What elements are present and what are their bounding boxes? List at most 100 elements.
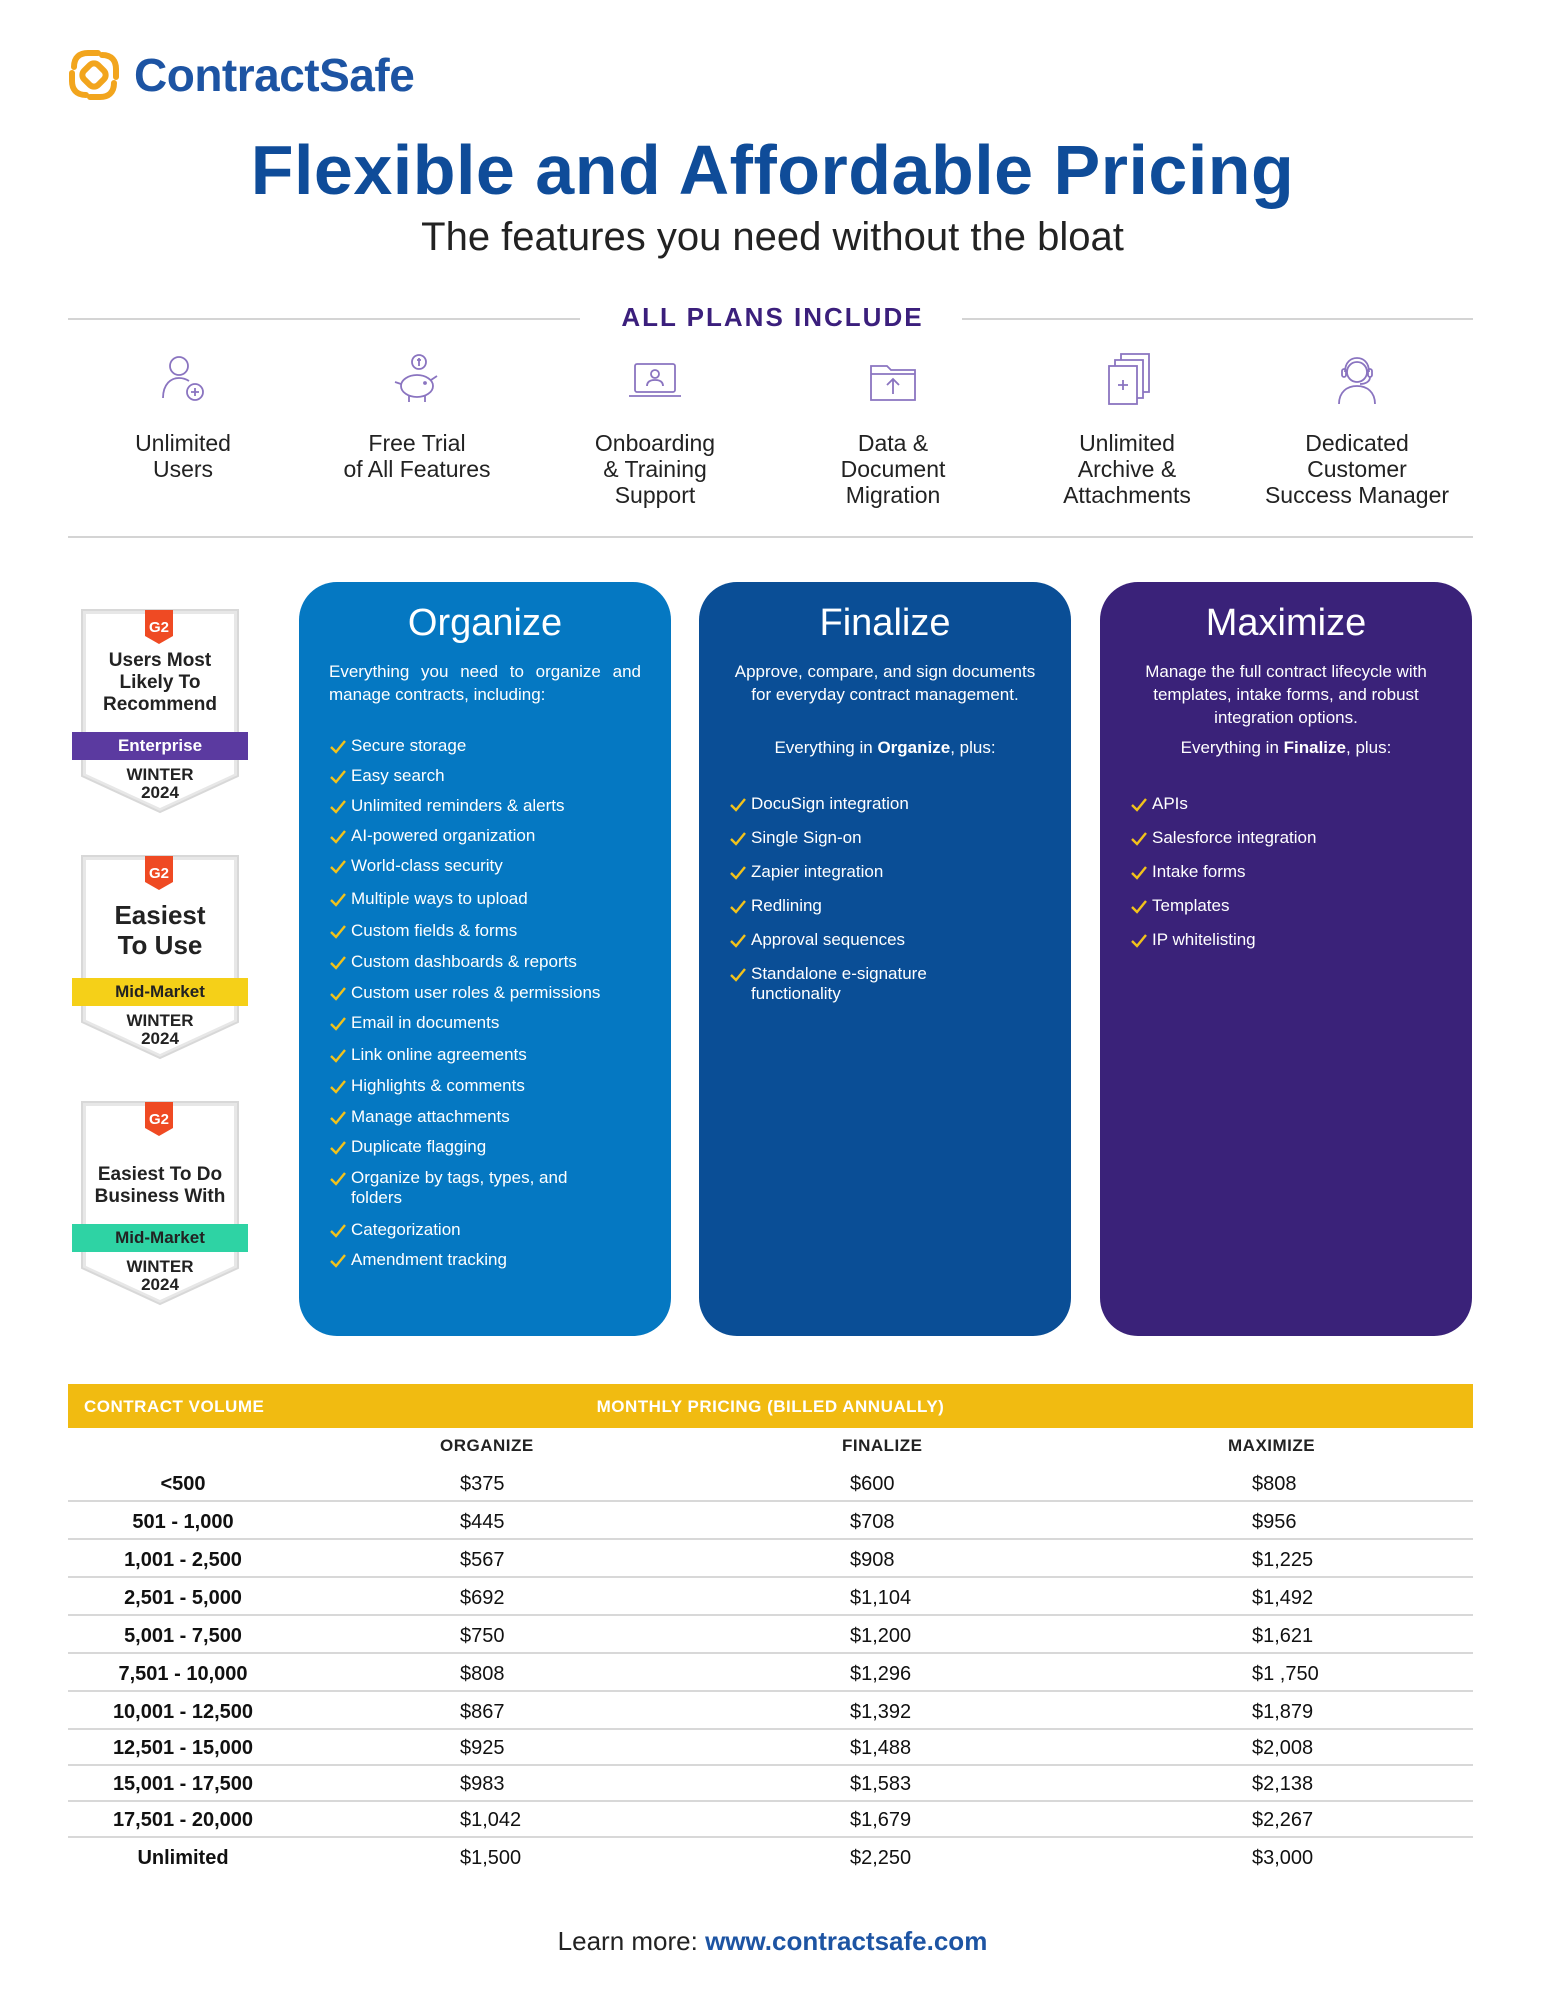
plan-feature-item: Custom dashboards & reports: [329, 952, 651, 983]
feature-label: Onboarding & Training Support: [594, 430, 716, 508]
checkmark-icon: [730, 968, 746, 982]
contractsafe-logo-icon: [69, 50, 119, 100]
brand-logo[interactable]: ContractSafe: [66, 46, 415, 104]
checkmark-icon: [730, 866, 746, 880]
checkmark-icon: [330, 1049, 346, 1063]
badge-headline: Easiest To Do Business With: [94, 1164, 226, 1207]
plan-name: Maximize: [1205, 602, 1367, 644]
plan-card-organize: Organize Everything you need to organize…: [299, 582, 671, 1336]
badge-segment: Mid-Market: [72, 1224, 248, 1252]
plan-feature-item: Intake forms: [1130, 862, 1452, 896]
pricing-row: Unlimited $1,500 $2,250 $3,000: [137, 1847, 1314, 1869]
plan-description: Everything you need to organize and mana…: [329, 662, 641, 704]
feature-onboarding: Onboarding & Training Support: [550, 350, 760, 508]
checkmark-icon: [330, 800, 346, 814]
row-divider: [68, 1836, 1473, 1838]
badge-season: WINTER 2024: [126, 765, 194, 802]
plan-feature-item: Salesforce integration: [1130, 828, 1452, 862]
divider-left: [68, 318, 580, 320]
plan-feature-item: Templates: [1130, 896, 1452, 930]
pricing-row: 5,001 - 7,500 $750 $1,200 $1,621: [68, 1616, 1473, 1654]
plan-card-maximize: Maximize Manage the full contract lifecy…: [1100, 582, 1472, 1336]
g2-badge-easiest-to-use: G2 Easiest To Use Mid-Market WINTER 2024: [70, 854, 250, 1064]
checkmark-icon: [1131, 866, 1147, 880]
checkmark-icon: [1131, 934, 1147, 948]
checkmark-icon: [330, 1141, 346, 1155]
user-add-icon: [162, 356, 204, 401]
plan-feature-list: DocuSign integration Single Sign-on Zapi…: [729, 794, 1051, 1008]
brand-name: ContractSafe: [134, 49, 415, 101]
column-header-maximize: MAXIMIZE: [1228, 1436, 1316, 1455]
plan-feature-item: Approval sequences: [729, 930, 1051, 964]
pricing-row: 501 - 1,000 $445 $708 $956: [68, 1502, 1473, 1540]
folder-upload-icon: [870, 365, 916, 401]
feature-label: Unlimited Users: [135, 430, 231, 482]
svg-text:G2: G2: [149, 865, 169, 882]
badge-headline: Easiest To Use: [114, 900, 206, 960]
svg-text:G2: G2: [149, 619, 169, 636]
plan-includes-previous: Everything in Finalize, plus:: [1180, 738, 1392, 757]
row-divider: [68, 1500, 1473, 1502]
row-divider: [68, 1690, 1473, 1692]
checkmark-icon: [330, 925, 346, 939]
plan-feature-item: IP whitelisting: [1130, 930, 1452, 964]
plan-feature-list: APIs Salesforce integration Intake forms…: [1130, 794, 1452, 964]
plan-description: Manage the full contract lifecycle with …: [1145, 662, 1427, 727]
pricing-row: 2,501 - 5,000 $692 $1,104 $1,492: [68, 1578, 1473, 1616]
plan-card-finalize: Finalize Approve, compare, and sign docu…: [699, 582, 1071, 1336]
plan-feature-item: Multiple ways to upload: [329, 889, 651, 921]
checkmark-icon: [1131, 832, 1147, 846]
plan-feature-item: Unlimited reminders & alerts: [329, 796, 651, 826]
plan-name: Finalize: [819, 602, 951, 644]
checkmark-icon: [330, 1111, 346, 1125]
row-divider: [68, 1538, 1473, 1540]
pricing-row: 1,001 - 2,500 $567 $908 $1,225: [68, 1540, 1473, 1578]
plan-feature-item: Email in documents: [329, 1013, 651, 1045]
plan-feature-item: Organize by tags, types, and folders: [329, 1168, 651, 1220]
column-header-organize: ORGANIZE: [440, 1436, 534, 1455]
feature-free-trial: Free Trial of All Features: [312, 350, 522, 482]
plan-feature-item: Custom fields & forms: [329, 921, 651, 952]
g2-logo-icon: G2: [145, 610, 173, 644]
pricing-row: 17,501 - 20,000 $1,042 $1,679 $2,267: [68, 1800, 1473, 1838]
plan-feature-item: DocuSign integration: [729, 794, 1051, 828]
row-divider: [68, 1764, 1473, 1766]
svg-text:G2: G2: [149, 1111, 169, 1128]
badge-season: WINTER 2024: [126, 1257, 194, 1294]
feature-success-manager: Dedicated Customer Success Manager: [1252, 350, 1462, 508]
footer-learn-more: Learn more: www.contractsafe.com: [557, 1926, 988, 1956]
piggy-bank-icon: [394, 354, 438, 402]
pricing-row: <500 $375 $600 $808: [68, 1464, 1473, 1502]
checkmark-icon: [1131, 900, 1147, 914]
g2-logo-icon: G2: [145, 1102, 173, 1136]
monthly-pricing-header: MONTHLY PRICING (BILLED ANNUALLY): [596, 1397, 945, 1416]
checkmark-icon: [730, 832, 746, 846]
feature-label: Free Trial of All Features: [343, 430, 491, 482]
column-header-finalize: FINALIZE: [842, 1436, 923, 1455]
plan-feature-item: Redlining: [729, 896, 1051, 930]
badge-segment: Mid-Market: [72, 978, 248, 1006]
row-divider: [68, 1652, 1473, 1654]
plan-feature-item: Manage attachments: [329, 1107, 651, 1137]
feature-migration: Data & Document Migration: [788, 350, 998, 508]
checkmark-icon: [330, 740, 346, 754]
plan-feature-item: Amendment tracking: [329, 1250, 651, 1280]
plan-feature-item: Standalone e-signature functionality: [729, 964, 1051, 1008]
checkmark-icon: [330, 770, 346, 784]
badge-headline: Users Most Likely To Recommend: [102, 650, 218, 715]
plan-feature-item: Single Sign-on: [729, 828, 1051, 862]
page-subtitle: The features you need without the bloat: [421, 215, 1124, 259]
checkmark-icon: [330, 1224, 346, 1238]
checkmark-icon: [730, 900, 746, 914]
checkmark-icon: [1131, 798, 1147, 812]
checkmark-icon: [330, 860, 346, 874]
website-link[interactable]: www.contractsafe.com: [705, 1926, 988, 1956]
stacked-documents-icon: [1108, 353, 1150, 405]
checkmark-icon: [330, 1254, 346, 1268]
plan-feature-item: APIs: [1130, 794, 1452, 828]
pricing-row: 12,501 - 15,000 $925 $1,488 $2,008: [68, 1728, 1473, 1766]
plan-name: Organize: [407, 602, 563, 644]
plan-feature-item: World-class security: [329, 856, 651, 889]
pricing-row: 7,501 - 10,000 $808 $1,296 $1 ,750: [68, 1654, 1473, 1692]
checkmark-icon: [330, 987, 346, 1001]
